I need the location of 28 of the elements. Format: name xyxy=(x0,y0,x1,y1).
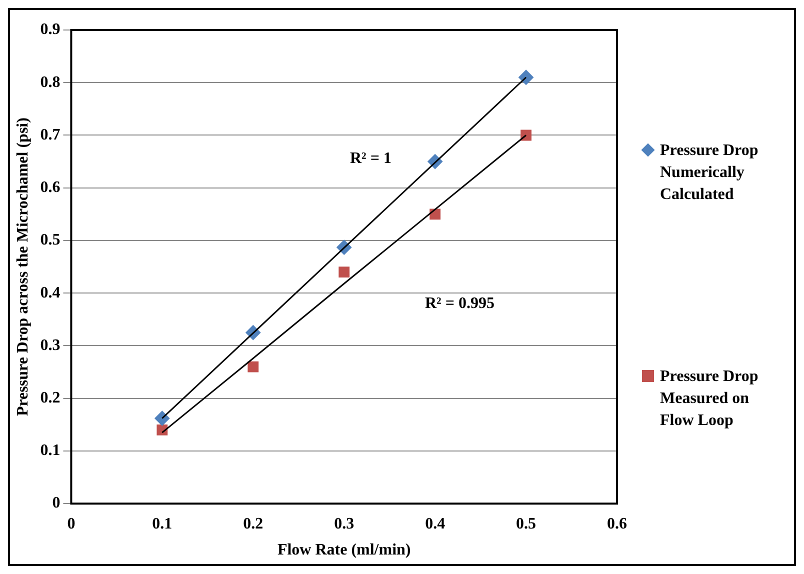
point xyxy=(248,361,259,372)
y-tick-label: 0.7 xyxy=(40,126,60,144)
y-tick-label: 0.8 xyxy=(40,74,60,91)
point xyxy=(154,410,170,426)
legend-label: Pressure Drop Measured on Flow Loop xyxy=(660,367,760,431)
annotation: R² = 0.995 xyxy=(425,295,494,313)
y-tick-label: 0.9 xyxy=(40,21,60,38)
x-tick-label: 0.3 xyxy=(334,515,354,532)
x-tick-label: 0.2 xyxy=(243,515,264,532)
y-tick-label: 0.3 xyxy=(40,336,60,354)
y-tick-label: 0.5 xyxy=(40,232,60,249)
x-tick-label: 0.6 xyxy=(607,515,627,532)
y-tick-label: 0.6 xyxy=(40,179,60,196)
legend-label: Pressure Drop Numerically Calculated xyxy=(660,141,760,205)
x-tick-label: 0.1 xyxy=(152,515,172,532)
point xyxy=(338,266,350,278)
x-tick-label: 0 xyxy=(67,515,76,532)
y-tick-label: 0.1 xyxy=(40,442,60,460)
x-tick-label: 0.5 xyxy=(516,515,536,532)
point xyxy=(156,424,168,436)
y-tick-label: 0.2 xyxy=(40,389,60,406)
x-tick-label: 0.4 xyxy=(425,515,446,532)
y-axis-title: Pressure Drop across the Microchamel (psi) xyxy=(14,118,32,416)
x-axis-title: Flow Rate (ml/min) xyxy=(277,542,411,559)
y-tick-label: 0.4 xyxy=(40,284,60,302)
annotation: R² = 1 xyxy=(350,150,392,168)
point xyxy=(518,70,534,85)
y-tick-label: 0 xyxy=(52,494,60,512)
